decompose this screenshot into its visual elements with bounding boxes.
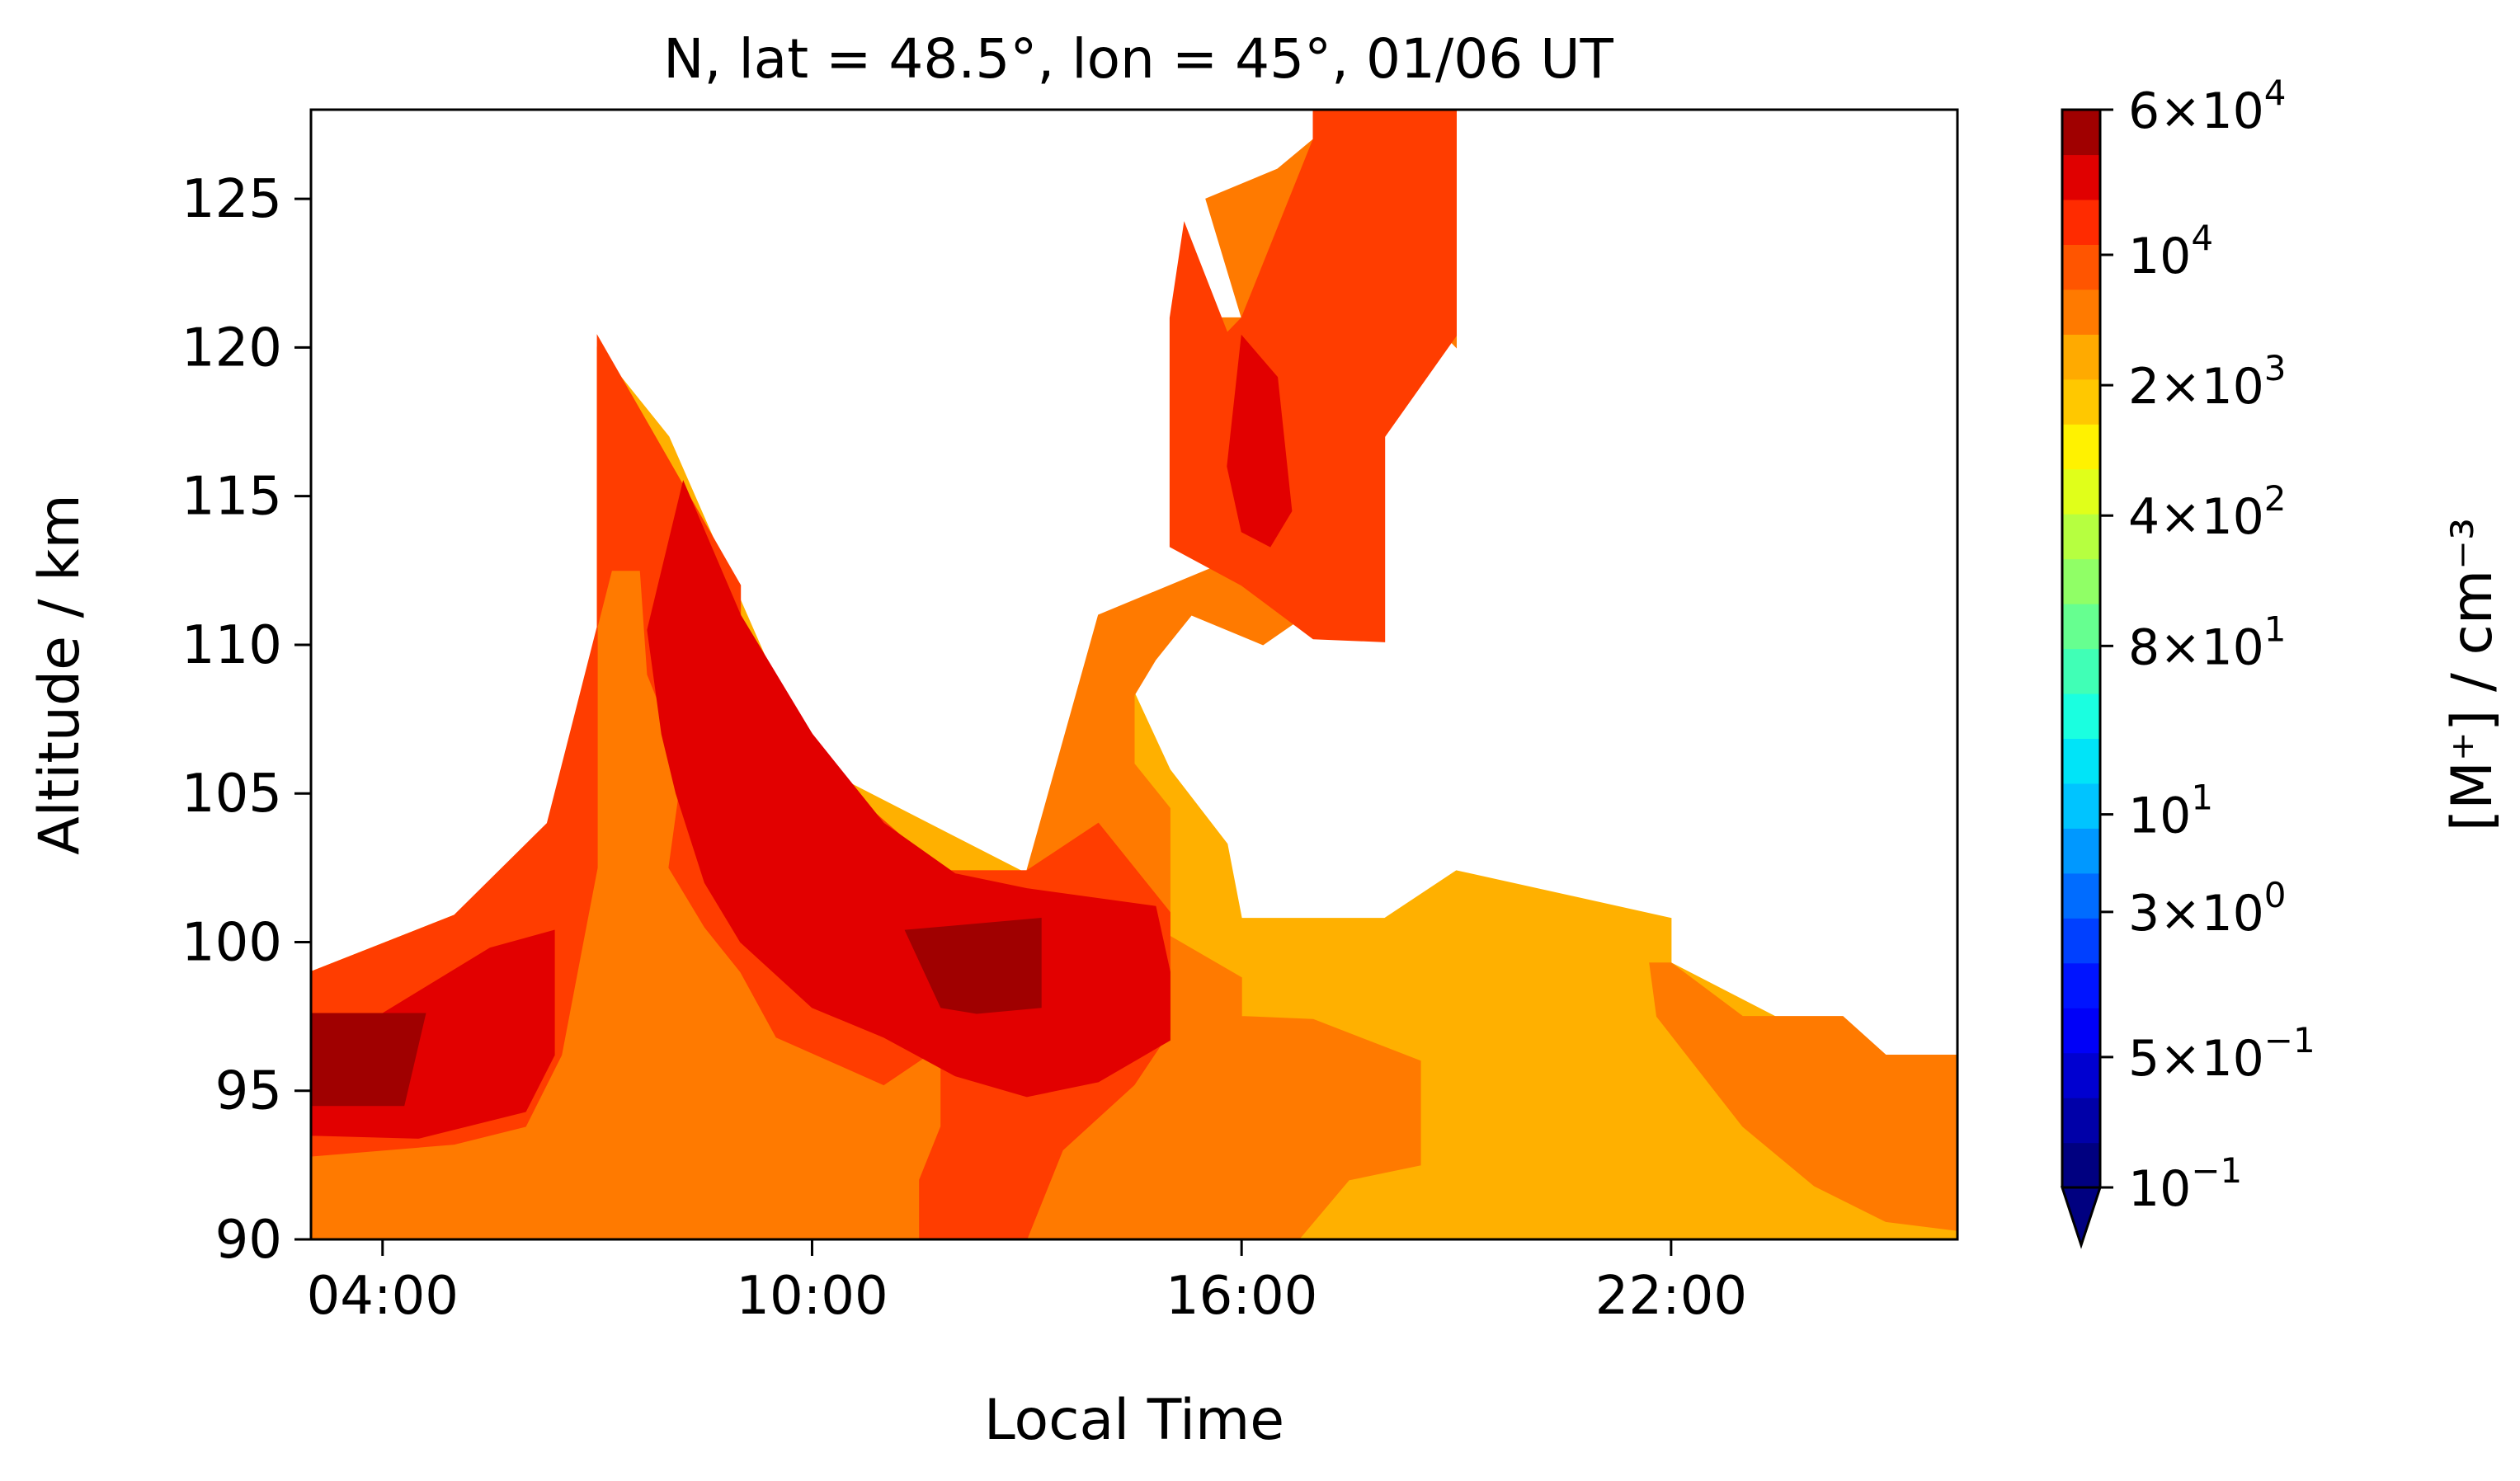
colorbar-segment	[2062, 200, 2100, 245]
colorbar-segment	[2062, 828, 2100, 873]
chart-title: N, lat = 48.5°, lon = 45°, 01/06 UT	[663, 27, 1613, 91]
y-axis: 90 95 100 105 110 115 120 125	[181, 169, 311, 1271]
colorbar-segment	[2062, 110, 2100, 155]
colorbar-segment	[2062, 244, 2100, 289]
x-tick-label: 16:00	[1166, 1266, 1317, 1327]
colorbar-extend-arrow	[2062, 1187, 2100, 1245]
colorbar-tick-label: 101	[2128, 778, 2213, 845]
y-tick-label: 115	[181, 467, 282, 528]
colorbar-segment	[2062, 963, 2100, 1008]
x-axis: 04:00 10:00 16:00 22:00	[307, 1239, 1748, 1327]
colorbar-segment	[2062, 514, 2100, 559]
colorbar-segment	[2062, 873, 2100, 919]
y-tick-label: 120	[181, 317, 282, 378]
colorbar-segment	[2062, 1098, 2100, 1143]
y-tick-label: 105	[181, 764, 282, 825]
colorbar-segment	[2062, 1143, 2100, 1188]
colorbar-tick-label: 5×10−1	[2128, 1020, 2315, 1088]
y-axis-label: Altitude / km	[27, 494, 92, 854]
colorbar-segment	[2062, 604, 2100, 649]
x-axis-label: Local Time	[984, 1388, 1284, 1453]
colorbar-label: [M⁺] / cm⁻³	[2440, 518, 2505, 832]
x-tick-label: 10:00	[736, 1266, 888, 1327]
colorbar-segment	[2062, 334, 2100, 379]
colorbar-segment	[2062, 559, 2100, 604]
colorbar-segment	[2062, 738, 2100, 783]
x-tick-label: 04:00	[307, 1266, 459, 1327]
colorbar-tick-label: 4×102	[2128, 478, 2287, 546]
y-tick-label: 125	[181, 169, 282, 230]
colorbar-tick-label: 10−1	[2128, 1150, 2242, 1218]
colorbar-segment	[2062, 154, 2100, 200]
colorbar-segment	[2062, 424, 2100, 469]
colorbar-tick-label: 2×103	[2128, 348, 2287, 416]
colorbar-segment	[2062, 783, 2100, 829]
colorbar-tick-label: 8×101	[2128, 609, 2287, 676]
colorbar-tick-label: 6×104	[2128, 73, 2287, 140]
y-tick-label: 95	[215, 1061, 282, 1122]
colorbar-segment	[2062, 918, 2100, 963]
colorbar-tick-label: 3×100	[2128, 875, 2287, 943]
colorbar-tick-label: 104	[2128, 218, 2213, 285]
colorbar-segment	[2062, 693, 2100, 739]
colorbar-segment	[2062, 649, 2100, 694]
colorbar: 6×104 104 2×103 4×102 8×101 101 3×100 5×10−1 10−…	[2062, 73, 2315, 1245]
colorbar-segment	[2062, 289, 2100, 335]
colorbar-segment	[2062, 379, 2100, 425]
colorbar-segment	[2062, 469, 2100, 515]
y-tick-label: 90	[215, 1210, 282, 1271]
colorbar-segment	[2062, 1053, 2100, 1098]
contour-regions	[311, 110, 1957, 1239]
y-tick-label: 110	[181, 615, 282, 676]
colorbar-segment	[2062, 1008, 2100, 1053]
y-tick-label: 100	[181, 912, 282, 973]
x-tick-label: 22:00	[1595, 1266, 1747, 1327]
